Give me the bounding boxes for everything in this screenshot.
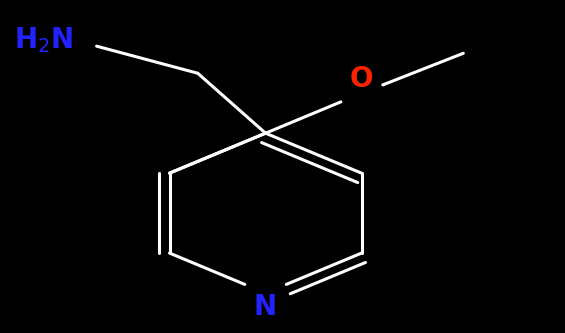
Text: N: N [254,293,277,321]
Text: O: O [350,65,373,93]
Text: H$_2$N: H$_2$N [14,25,73,55]
